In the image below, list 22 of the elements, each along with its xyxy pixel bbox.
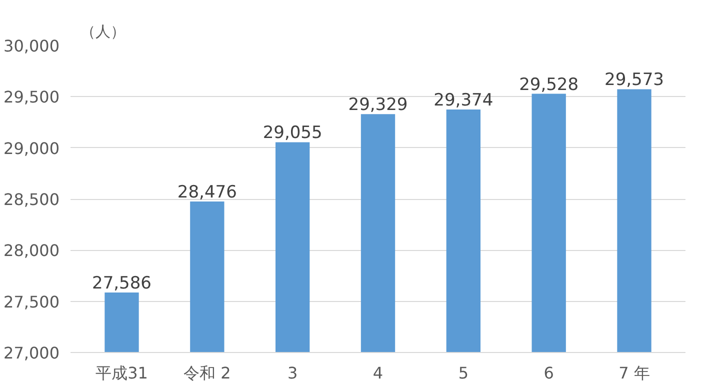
y-axis-title: （人） [80, 22, 126, 40]
y-tick-label: 27,500 [4, 292, 60, 312]
data-label: 29,374 [434, 90, 494, 111]
y-tick-label: 30,000 [4, 36, 60, 56]
x-tick-label: 5 [458, 364, 469, 382]
data-label: 29,528 [519, 74, 579, 95]
y-tick-label: 27,000 [4, 344, 60, 362]
data-label: 27,586 [92, 274, 152, 294]
data-label: 29,329 [348, 95, 408, 116]
y-tick-label: 28,000 [4, 241, 60, 260]
x-tick-label: 平成31 [96, 364, 148, 382]
x-tick-label: 7 年 [618, 364, 650, 382]
data-label: 29,573 [604, 70, 664, 90]
x-tick-label: 4 [372, 364, 384, 382]
y-tick-label: 29,000 [4, 138, 60, 158]
y-tick-label: 29,500 [4, 88, 60, 107]
x-tick-label: 6 [544, 364, 554, 382]
data-label: 29,055 [262, 123, 322, 144]
data-label: 28,476 [177, 182, 237, 202]
y-tick-label: 28,500 [4, 190, 60, 209]
x-tick-label: 3 [287, 364, 298, 382]
x-tick-label: 令和 2 [184, 364, 231, 382]
